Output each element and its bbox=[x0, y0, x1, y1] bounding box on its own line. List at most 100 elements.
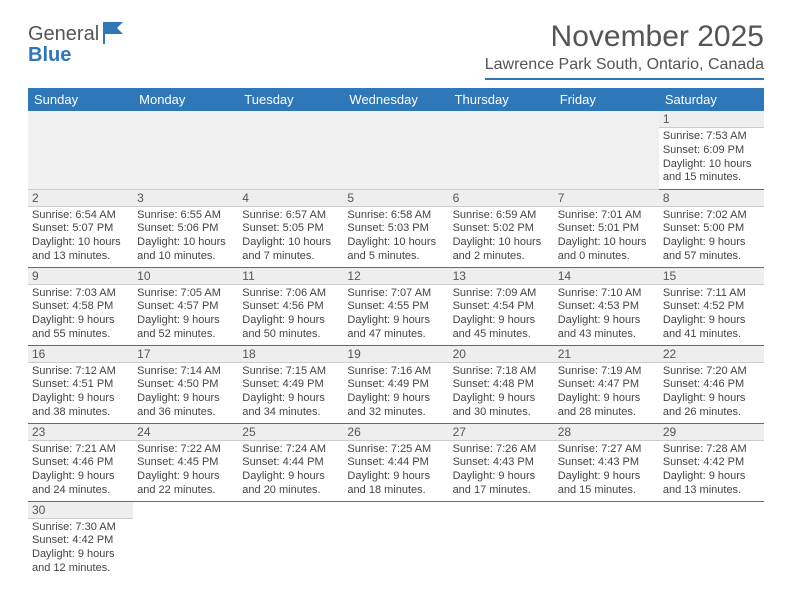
calendar-cell: 10Sunrise: 7:05 AMSunset: 4:57 PMDayligh… bbox=[133, 267, 238, 345]
weekday-header: Tuesday bbox=[238, 88, 343, 111]
day-number: 15 bbox=[659, 268, 764, 285]
calendar-cell: 5Sunrise: 6:58 AMSunset: 5:03 PMDaylight… bbox=[343, 189, 448, 267]
day-number: 7 bbox=[554, 190, 659, 207]
day-number: 23 bbox=[28, 424, 133, 441]
calendar-cell: 19Sunrise: 7:16 AMSunset: 4:49 PMDayligh… bbox=[343, 345, 448, 423]
day-details: Sunrise: 7:25 AMSunset: 4:44 PMDaylight:… bbox=[343, 441, 448, 501]
title-divider bbox=[485, 78, 764, 80]
calendar-cell: 26Sunrise: 7:25 AMSunset: 4:44 PMDayligh… bbox=[343, 423, 448, 501]
day-details: Sunrise: 7:24 AMSunset: 4:44 PMDaylight:… bbox=[238, 441, 343, 501]
day-number: 25 bbox=[238, 424, 343, 441]
day-number: 22 bbox=[659, 346, 764, 363]
calendar-cell: 9Sunrise: 7:03 AMSunset: 4:58 PMDaylight… bbox=[28, 267, 133, 345]
weekday-row: SundayMondayTuesdayWednesdayThursdayFrid… bbox=[28, 88, 764, 111]
calendar-cell bbox=[133, 501, 238, 579]
day-details: Sunrise: 6:55 AMSunset: 5:06 PMDaylight:… bbox=[133, 207, 238, 267]
calendar-cell: 1Sunrise: 7:53 AMSunset: 6:09 PMDaylight… bbox=[659, 111, 764, 189]
calendar-cell: 24Sunrise: 7:22 AMSunset: 4:45 PMDayligh… bbox=[133, 423, 238, 501]
flag-icon bbox=[103, 22, 129, 49]
day-number: 24 bbox=[133, 424, 238, 441]
day-details: Sunrise: 7:30 AMSunset: 4:42 PMDaylight:… bbox=[28, 519, 133, 579]
day-number: 5 bbox=[343, 190, 448, 207]
calendar-cell: 18Sunrise: 7:15 AMSunset: 4:49 PMDayligh… bbox=[238, 345, 343, 423]
calendar-cell: 4Sunrise: 6:57 AMSunset: 5:05 PMDaylight… bbox=[238, 189, 343, 267]
day-details: Sunrise: 7:01 AMSunset: 5:01 PMDaylight:… bbox=[554, 207, 659, 267]
calendar-cell: 14Sunrise: 7:10 AMSunset: 4:53 PMDayligh… bbox=[554, 267, 659, 345]
day-number: 10 bbox=[133, 268, 238, 285]
calendar-cell: 6Sunrise: 6:59 AMSunset: 5:02 PMDaylight… bbox=[449, 189, 554, 267]
calendar-row: 1Sunrise: 7:53 AMSunset: 6:09 PMDaylight… bbox=[28, 111, 764, 189]
day-number: 21 bbox=[554, 346, 659, 363]
day-number: 6 bbox=[449, 190, 554, 207]
calendar-cell: 17Sunrise: 7:14 AMSunset: 4:50 PMDayligh… bbox=[133, 345, 238, 423]
day-details: Sunrise: 7:20 AMSunset: 4:46 PMDaylight:… bbox=[659, 363, 764, 423]
day-number: 9 bbox=[28, 268, 133, 285]
day-number: 3 bbox=[133, 190, 238, 207]
day-number: 30 bbox=[28, 502, 133, 519]
calendar-cell bbox=[343, 111, 448, 189]
brand-blue: Blue bbox=[28, 44, 71, 66]
brand-logo: General Blue bbox=[28, 24, 129, 66]
calendar-cell: 22Sunrise: 7:20 AMSunset: 4:46 PMDayligh… bbox=[659, 345, 764, 423]
day-number: 16 bbox=[28, 346, 133, 363]
calendar-table: SundayMondayTuesdayWednesdayThursdayFrid… bbox=[28, 88, 764, 579]
day-details: Sunrise: 7:10 AMSunset: 4:53 PMDaylight:… bbox=[554, 285, 659, 345]
day-number: 26 bbox=[343, 424, 448, 441]
day-details: Sunrise: 7:14 AMSunset: 4:50 PMDaylight:… bbox=[133, 363, 238, 423]
calendar-cell bbox=[28, 111, 133, 189]
day-number: 19 bbox=[343, 346, 448, 363]
day-details: Sunrise: 7:18 AMSunset: 4:48 PMDaylight:… bbox=[449, 363, 554, 423]
calendar-cell: 21Sunrise: 7:19 AMSunset: 4:47 PMDayligh… bbox=[554, 345, 659, 423]
day-number: 17 bbox=[133, 346, 238, 363]
calendar-cell: 12Sunrise: 7:07 AMSunset: 4:55 PMDayligh… bbox=[343, 267, 448, 345]
weekday-header: Friday bbox=[554, 88, 659, 111]
calendar-body: 1Sunrise: 7:53 AMSunset: 6:09 PMDaylight… bbox=[28, 111, 764, 579]
weekday-header: Saturday bbox=[659, 88, 764, 111]
calendar-cell: 7Sunrise: 7:01 AMSunset: 5:01 PMDaylight… bbox=[554, 189, 659, 267]
calendar-cell: 23Sunrise: 7:21 AMSunset: 4:46 PMDayligh… bbox=[28, 423, 133, 501]
calendar-cell bbox=[659, 501, 764, 579]
day-number: 12 bbox=[343, 268, 448, 285]
calendar-cell: 28Sunrise: 7:27 AMSunset: 4:43 PMDayligh… bbox=[554, 423, 659, 501]
calendar-cell: 25Sunrise: 7:24 AMSunset: 4:44 PMDayligh… bbox=[238, 423, 343, 501]
calendar-cell bbox=[554, 501, 659, 579]
day-details: Sunrise: 7:19 AMSunset: 4:47 PMDaylight:… bbox=[554, 363, 659, 423]
weekday-header: Sunday bbox=[28, 88, 133, 111]
day-details: Sunrise: 7:26 AMSunset: 4:43 PMDaylight:… bbox=[449, 441, 554, 501]
calendar-cell: 8Sunrise: 7:02 AMSunset: 5:00 PMDaylight… bbox=[659, 189, 764, 267]
calendar-cell: 30Sunrise: 7:30 AMSunset: 4:42 PMDayligh… bbox=[28, 501, 133, 579]
calendar-cell bbox=[449, 111, 554, 189]
day-details: Sunrise: 7:28 AMSunset: 4:42 PMDaylight:… bbox=[659, 441, 764, 501]
brand-general: General bbox=[28, 23, 99, 45]
day-number: 4 bbox=[238, 190, 343, 207]
calendar-page: General Blue November 2025 Lawrence Park… bbox=[0, 0, 792, 599]
day-number: 14 bbox=[554, 268, 659, 285]
header: General Blue November 2025 Lawrence Park… bbox=[28, 20, 764, 80]
calendar-cell bbox=[238, 111, 343, 189]
day-details: Sunrise: 6:57 AMSunset: 5:05 PMDaylight:… bbox=[238, 207, 343, 267]
day-details: Sunrise: 7:03 AMSunset: 4:58 PMDaylight:… bbox=[28, 285, 133, 345]
day-details: Sunrise: 7:53 AMSunset: 6:09 PMDaylight:… bbox=[659, 128, 764, 188]
calendar-cell: 3Sunrise: 6:55 AMSunset: 5:06 PMDaylight… bbox=[133, 189, 238, 267]
day-number: 13 bbox=[449, 268, 554, 285]
day-number: 11 bbox=[238, 268, 343, 285]
day-number: 1 bbox=[659, 111, 764, 128]
day-details: Sunrise: 6:58 AMSunset: 5:03 PMDaylight:… bbox=[343, 207, 448, 267]
calendar-cell bbox=[554, 111, 659, 189]
calendar-cell: 16Sunrise: 7:12 AMSunset: 4:51 PMDayligh… bbox=[28, 345, 133, 423]
day-details: Sunrise: 7:21 AMSunset: 4:46 PMDaylight:… bbox=[28, 441, 133, 501]
calendar-row: 23Sunrise: 7:21 AMSunset: 4:46 PMDayligh… bbox=[28, 423, 764, 501]
calendar-cell: 2Sunrise: 6:54 AMSunset: 5:07 PMDaylight… bbox=[28, 189, 133, 267]
day-number: 28 bbox=[554, 424, 659, 441]
calendar-cell bbox=[343, 501, 448, 579]
day-details: Sunrise: 6:54 AMSunset: 5:07 PMDaylight:… bbox=[28, 207, 133, 267]
calendar-cell: 20Sunrise: 7:18 AMSunset: 4:48 PMDayligh… bbox=[449, 345, 554, 423]
calendar-cell: 27Sunrise: 7:26 AMSunset: 4:43 PMDayligh… bbox=[449, 423, 554, 501]
calendar-cell: 29Sunrise: 7:28 AMSunset: 4:42 PMDayligh… bbox=[659, 423, 764, 501]
day-details: Sunrise: 7:22 AMSunset: 4:45 PMDaylight:… bbox=[133, 441, 238, 501]
day-details: Sunrise: 7:09 AMSunset: 4:54 PMDaylight:… bbox=[449, 285, 554, 345]
title-block: November 2025 Lawrence Park South, Ontar… bbox=[485, 20, 764, 80]
calendar-row: 16Sunrise: 7:12 AMSunset: 4:51 PMDayligh… bbox=[28, 345, 764, 423]
calendar-cell: 11Sunrise: 7:06 AMSunset: 4:56 PMDayligh… bbox=[238, 267, 343, 345]
day-details: Sunrise: 7:11 AMSunset: 4:52 PMDaylight:… bbox=[659, 285, 764, 345]
